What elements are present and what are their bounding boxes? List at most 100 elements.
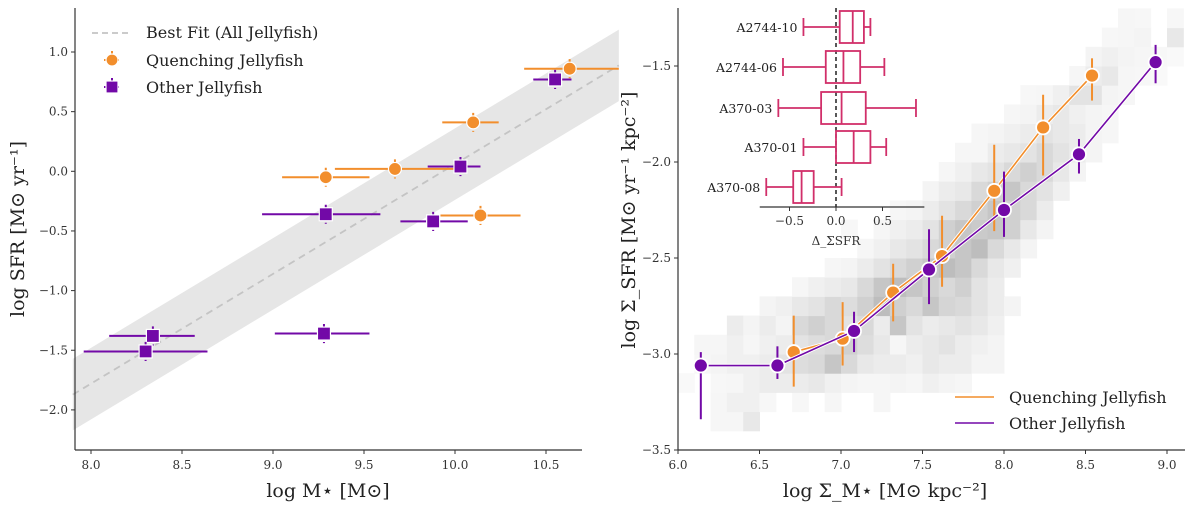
box-label: A370-01 <box>743 140 797 155</box>
heatmap-cell <box>1020 200 1038 221</box>
heatmap-cell <box>1020 85 1038 105</box>
heatmap-cell <box>743 373 760 393</box>
box-a370-01: A370-01 <box>743 130 888 164</box>
heatmap-cell <box>1004 238 1021 259</box>
heatmap-cell <box>906 219 923 240</box>
heatmap-cell <box>873 238 891 259</box>
heatmap-cell <box>743 315 760 336</box>
heatmap-cell <box>1052 104 1070 125</box>
heatmap-cell <box>987 238 1005 259</box>
x-tick-label: 10.5 <box>533 458 560 472</box>
circle-marker <box>1071 146 1087 163</box>
x-tick-label: 10.0 <box>442 458 469 472</box>
heatmap-cell <box>1085 85 1103 105</box>
heatmap-cell <box>971 123 989 144</box>
legend-other-label-right: Other Jellyfish <box>1009 414 1125 433</box>
heatmap-cell <box>841 296 858 317</box>
heatmap-cell <box>824 354 842 374</box>
x-tick-label: 8.5 <box>172 458 191 472</box>
heatmap-cell <box>1052 181 1070 201</box>
right-axes: 6.0 6.5 7.0 7.5 8.0 8.5 9.0 −1.5 −2.0 −2.5 −3.0 −3.… <box>642 8 1185 472</box>
data-point <box>524 59 619 79</box>
heatmap-cell <box>1020 162 1038 182</box>
box-a2744-06: A2744-06 <box>715 50 886 84</box>
heatmap-cell <box>1118 46 1135 67</box>
heatmap-cell <box>792 296 809 317</box>
heatmap-cell <box>971 142 989 163</box>
inset-x-axis-title: Δ_ΣSFR <box>812 234 862 248</box>
heatmap-cell <box>759 334 777 355</box>
heatmap-cell <box>938 200 956 221</box>
square-marker <box>318 207 333 222</box>
data-point <box>109 326 195 346</box>
circle-marker <box>1084 67 1100 84</box>
heatmap-cell <box>759 296 777 317</box>
heatmap-cell <box>1101 85 1119 105</box>
heatmap-cell <box>1101 27 1119 48</box>
x-tick-label: 7.0 <box>831 458 850 472</box>
heatmap-cell <box>922 181 940 201</box>
legend-other-swatch <box>104 78 120 96</box>
heatmap-cell <box>841 277 858 297</box>
heatmap-cell <box>1036 85 1054 105</box>
circle-marker <box>562 61 577 76</box>
x-tick-label: 8.0 <box>994 458 1013 472</box>
legend-quenching-label: Quenching Jellyfish <box>146 51 304 70</box>
circle-marker <box>318 170 333 185</box>
heatmap-cell <box>938 296 956 317</box>
heatmap-cell <box>1004 162 1021 182</box>
square-marker <box>316 326 332 341</box>
heatmap-cell <box>792 392 809 413</box>
x-tick-label: 8.5 <box>1076 458 1095 472</box>
heatmap-cell <box>987 162 1005 182</box>
heatmap-cell <box>824 277 842 297</box>
heatmap-cell <box>1101 66 1119 86</box>
heatmap-cell <box>987 123 1005 144</box>
heatmap-cell <box>1118 8 1135 29</box>
heatmap-cell <box>971 296 989 317</box>
heatmap-cell <box>873 219 891 240</box>
left-x-axis-title: log M⋆ [M⊙] <box>266 480 389 502</box>
heatmap-cell <box>1004 181 1021 201</box>
best-fit-line <box>72 64 620 396</box>
heatmap-cell <box>792 277 809 297</box>
heatmap-cell <box>792 373 809 393</box>
series-quenching <box>282 59 619 225</box>
heatmap-cell <box>906 238 923 259</box>
inset-x-tick-label: 0.5 <box>873 214 892 228</box>
heatmap-cell <box>889 200 907 221</box>
heatmap-cell <box>987 315 1005 336</box>
heatmap-cell <box>1069 104 1086 125</box>
data-point <box>400 211 468 231</box>
heatmap-cell <box>759 392 777 413</box>
heatmap-cell <box>906 200 923 221</box>
heatmap-cell <box>726 373 744 393</box>
box-label: A2744-10 <box>735 20 797 35</box>
heatmap-cell <box>938 315 956 336</box>
right-legend: Quenching Jellyfish Other Jellyfish <box>955 388 1167 433</box>
heatmap-cell <box>1052 142 1070 163</box>
heatmap-cell <box>971 334 989 355</box>
inset-x-tick-label: 0.0 <box>826 214 845 228</box>
heatmap-cell <box>955 315 972 336</box>
heatmap-cell <box>710 373 728 393</box>
heatmap-cell <box>857 277 875 297</box>
y-tick-label: −0.5 <box>39 224 68 238</box>
heatmap-cell <box>678 373 695 393</box>
heatmap-cell <box>857 238 875 259</box>
heatmap-cell <box>710 392 728 413</box>
data-point <box>440 205 521 225</box>
box-label: A2744-06 <box>715 60 777 75</box>
heatmap-cell <box>759 373 777 393</box>
heatmap-cell <box>743 392 760 413</box>
heatmap-cell <box>808 354 826 374</box>
heatmap-cell <box>938 373 956 393</box>
heatmap-cell <box>873 354 891 374</box>
x-tick-label: 9.5 <box>354 458 373 472</box>
x-tick-label: 6.5 <box>750 458 769 472</box>
heatmap-cell <box>1069 162 1086 182</box>
heatmap-cell <box>987 354 1005 374</box>
heatmap-cell <box>726 315 744 336</box>
circle-marker <box>692 357 709 374</box>
heatmap-cell <box>889 373 907 393</box>
